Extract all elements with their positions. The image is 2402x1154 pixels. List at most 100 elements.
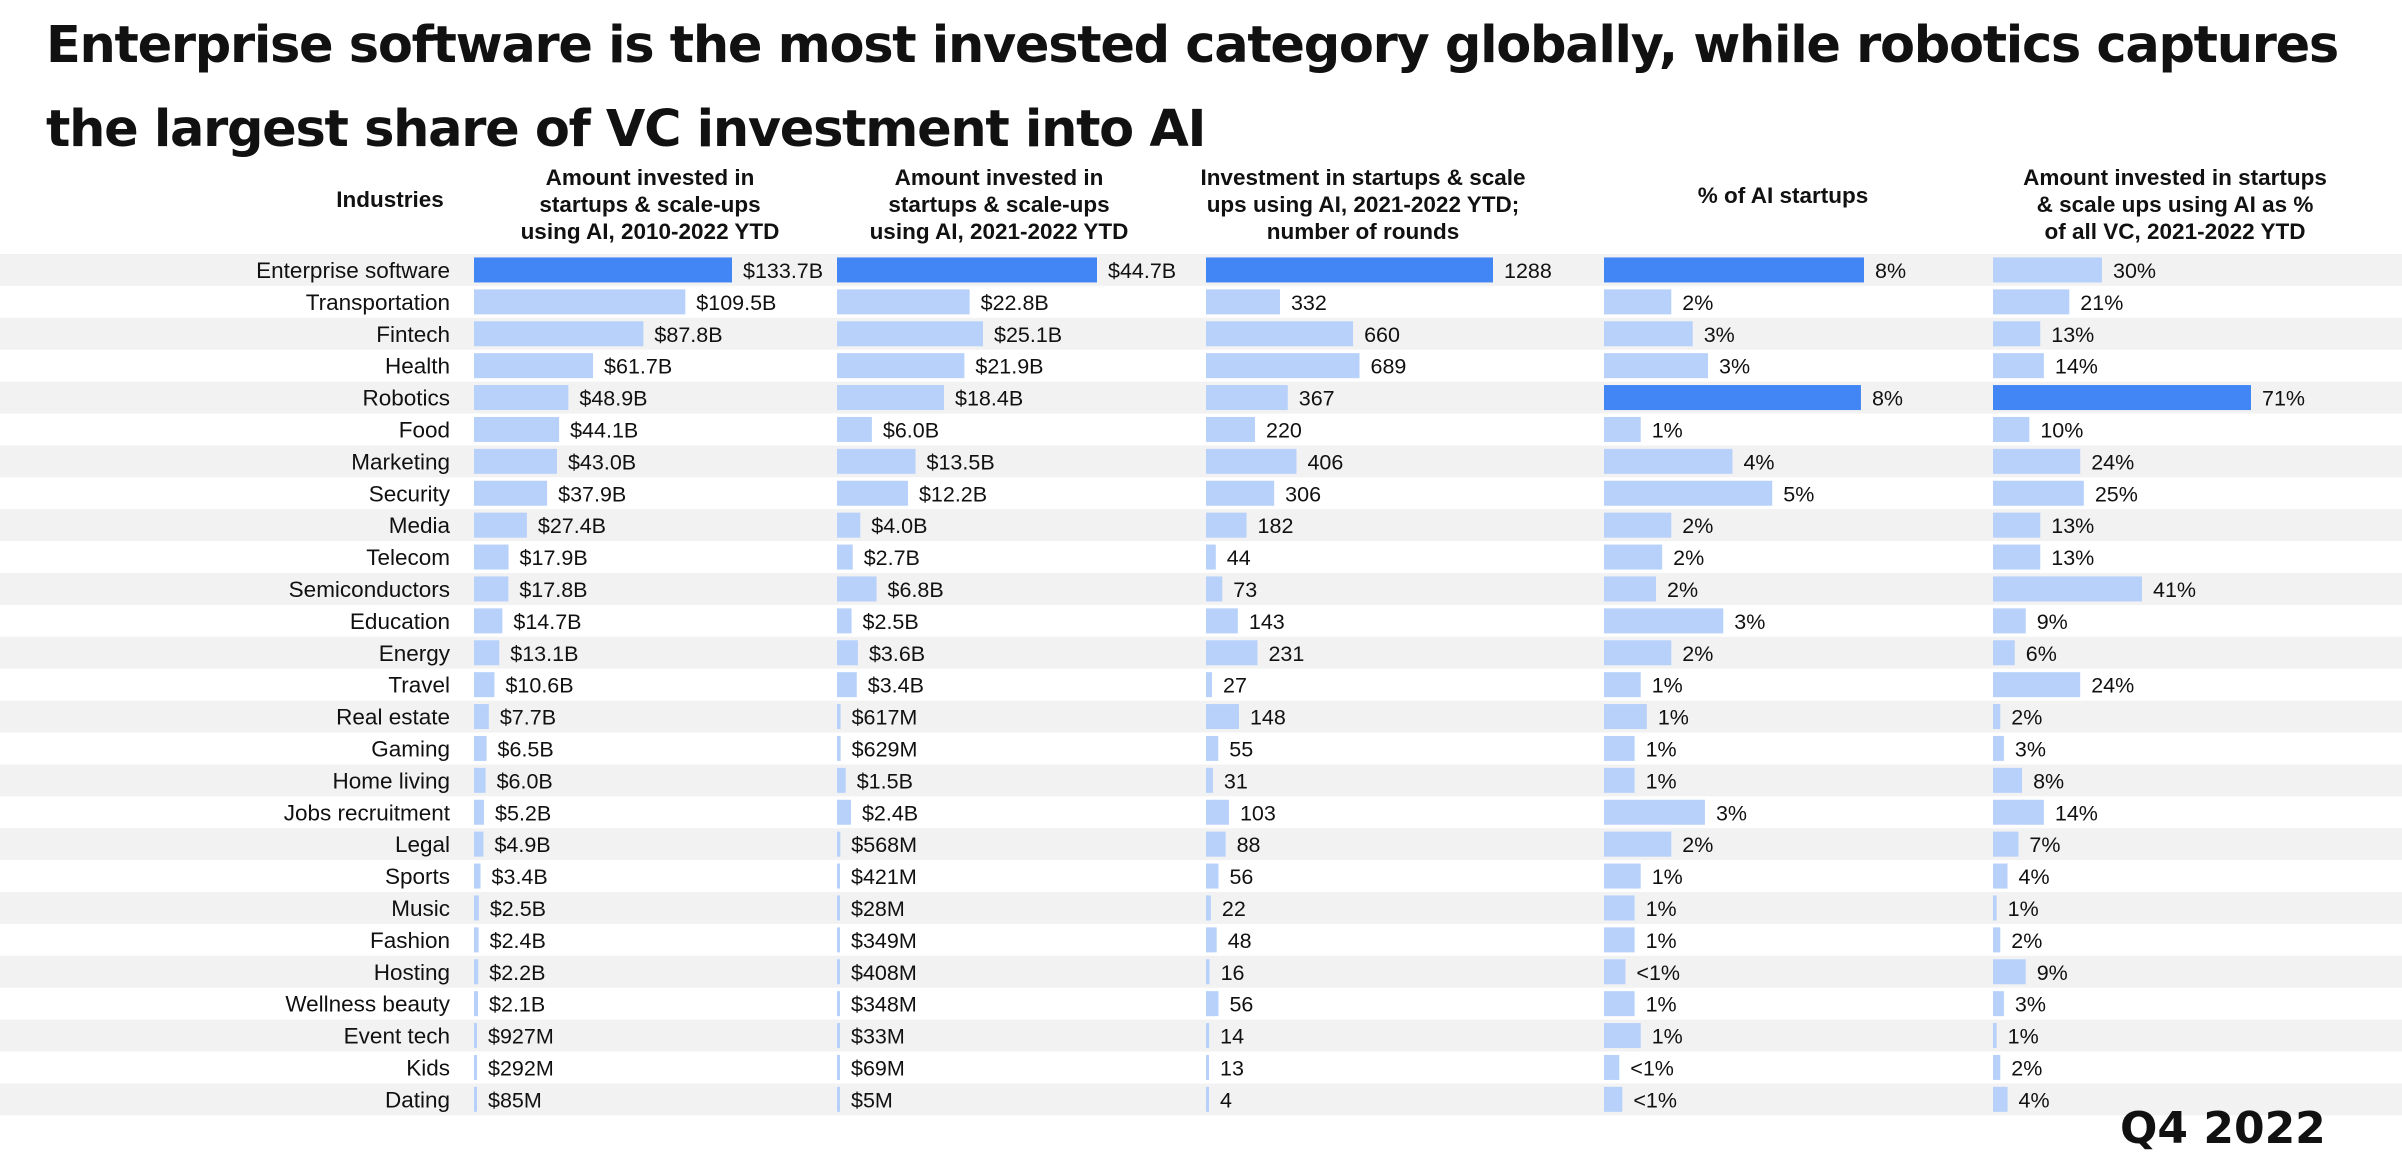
value-label: 306: [1285, 482, 1321, 506]
value-label: $3.6B: [869, 642, 925, 666]
industry-label: Media: [389, 513, 451, 538]
bar: [474, 735, 487, 761]
value-label: $2.4B: [490, 929, 546, 953]
value-label: 3%: [1704, 323, 1735, 347]
bar: [474, 321, 644, 347]
bar: [474, 991, 479, 1017]
value-label: $10.6B: [505, 674, 573, 698]
value-label: $21.9B: [975, 355, 1043, 379]
bar: [1604, 480, 1773, 506]
bar: [474, 448, 557, 474]
bar: [474, 704, 489, 730]
bar: [1993, 416, 2030, 442]
value-label: 1%: [1646, 897, 1677, 921]
bar: [1604, 321, 1693, 347]
value-label: 13: [1220, 1056, 1244, 1080]
value-label: $85M: [488, 1088, 542, 1112]
value-label: 30%: [2113, 259, 2156, 283]
bar: [1206, 448, 1297, 474]
bar: [837, 831, 841, 857]
value-label: 689: [1371, 355, 1407, 379]
bar: [474, 608, 503, 634]
bar: [474, 767, 486, 793]
bar: [837, 704, 841, 730]
bar: [837, 1023, 840, 1049]
value-label: 1%: [1652, 418, 1683, 442]
column-header-line: % of AI startups: [1698, 183, 1868, 208]
value-label: $61.7B: [604, 355, 672, 379]
bar: [1993, 385, 2251, 411]
industry-label: Telecom: [366, 545, 450, 570]
industry-label: Marketing: [351, 449, 450, 474]
bar: [1604, 927, 1635, 953]
value-label: 14%: [2055, 801, 2098, 825]
value-label: 10%: [2040, 418, 2083, 442]
bar: [1206, 735, 1219, 761]
value-label: 2%: [2011, 706, 2042, 730]
bar: [1993, 544, 2041, 570]
industry-label: Event tech: [344, 1024, 450, 1049]
value-label: 2%: [1682, 291, 1713, 315]
industry-label: Kids: [406, 1055, 450, 1080]
bar: [1604, 704, 1647, 730]
row-stripe: [0, 1019, 2402, 1052]
industry-label: Fintech: [376, 322, 450, 347]
bar: [837, 608, 852, 634]
industry-label: Dating: [385, 1087, 450, 1112]
value-label: 3%: [2015, 737, 2046, 761]
bar: [1604, 863, 1641, 889]
bar: [1206, 831, 1226, 857]
value-label: $28M: [851, 897, 905, 921]
value-label: 4: [1220, 1088, 1232, 1112]
bar: [1206, 767, 1213, 793]
value-label: $2.1B: [489, 993, 545, 1017]
bar: [474, 289, 686, 315]
bar: [837, 576, 877, 602]
bar: [1206, 416, 1256, 442]
bar: [1604, 416, 1641, 442]
bar: [1604, 831, 1672, 857]
bar: [1206, 799, 1229, 825]
bar: [1206, 480, 1275, 506]
value-label: 2%: [1673, 546, 1704, 570]
bar: [837, 640, 858, 666]
value-label: 3%: [1734, 610, 1765, 634]
bar: [837, 672, 857, 698]
value-label: 73: [1233, 578, 1257, 602]
value-label: $13.1B: [510, 642, 578, 666]
bar: [837, 959, 840, 985]
bar: [474, 799, 485, 825]
value-label: 3%: [1719, 355, 1750, 379]
value-label: 88: [1237, 833, 1261, 857]
bar: [1604, 512, 1672, 538]
bar: [474, 672, 495, 698]
value-label: $6.0B: [883, 418, 939, 442]
bar: [837, 1054, 840, 1080]
value-label: $4.9B: [494, 833, 550, 857]
bar: [1206, 1023, 1210, 1049]
bar-columns: $133.7B $109.5B $87.8B $61.7B $48.9B $44.1B $4…: [474, 257, 2305, 1112]
value-label: <1%: [1636, 961, 1680, 985]
bar: [837, 480, 908, 506]
value-label: 660: [1364, 323, 1400, 347]
value-label: $44.1B: [570, 418, 638, 442]
bar: [1993, 959, 2026, 985]
column-header-line: of all VC, 2021-2022 YTD: [2045, 219, 2306, 244]
bar: [474, 831, 484, 857]
value-label: 9%: [2037, 610, 2068, 634]
value-label: $349M: [851, 929, 917, 953]
value-label: 1%: [2008, 897, 2039, 921]
value-label: 4%: [1743, 450, 1774, 474]
value-label: 9%: [2037, 961, 2068, 985]
value-label: 143: [1249, 610, 1285, 634]
bar: [1206, 576, 1223, 602]
bar: [1993, 1054, 2001, 1080]
bar: [837, 416, 872, 442]
industry-label: Education: [350, 609, 450, 634]
bar: [1604, 767, 1635, 793]
bar: [837, 321, 983, 347]
value-label: 31: [1224, 769, 1248, 793]
value-label: $109.5B: [696, 291, 776, 315]
value-label: 13%: [2051, 323, 2094, 347]
